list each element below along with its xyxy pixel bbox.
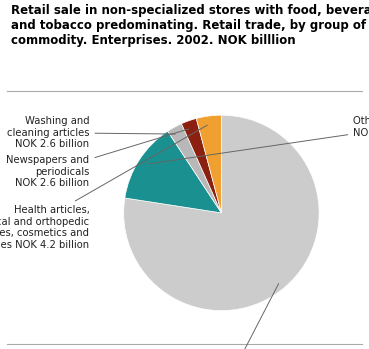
Text: Food products and natural stimulant
NOK 78.6 billion: Food products and natural stimulant NOK … (135, 284, 317, 349)
Text: Health articles,
medical and orthopedic
articles, cosmetics and
toiletries NOK 4: Health articles, medical and orthopedic … (0, 125, 207, 250)
Text: Retail sale in non-specialized stores with food, beverages
and tobacco predomina: Retail sale in non-specialized stores wi… (11, 5, 369, 47)
Wedge shape (124, 115, 319, 311)
Wedge shape (125, 131, 221, 213)
Text: Newspapers and
periodicals
NOK 2.6 billion: Newspapers and periodicals NOK 2.6 billi… (6, 129, 189, 188)
Wedge shape (182, 118, 221, 213)
Text: Washing and
cleaning articles
NOK 2.6 billion: Washing and cleaning articles NOK 2.6 bi… (7, 116, 175, 149)
Text: Other commodities
NOK 13.5 billion: Other commodities NOK 13.5 billion (148, 116, 369, 164)
Wedge shape (168, 124, 221, 213)
Wedge shape (196, 115, 221, 213)
